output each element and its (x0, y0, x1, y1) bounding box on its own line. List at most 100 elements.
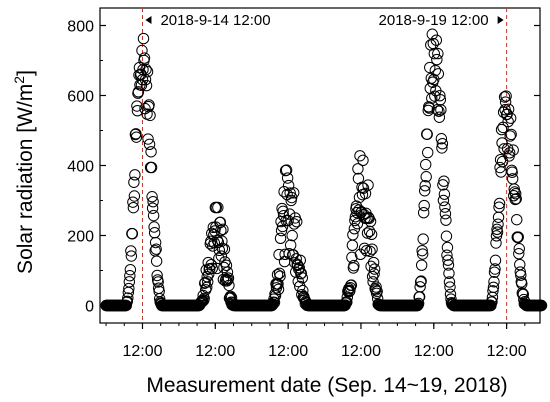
data-point-386 (295, 267, 307, 279)
data-point-525 (365, 228, 378, 241)
data-point-87 (144, 109, 156, 122)
data-point-778 (493, 197, 506, 210)
data-point-667 (437, 194, 450, 207)
data-point-79 (140, 63, 152, 76)
data-point-788 (498, 91, 511, 103)
data-point-91 (146, 191, 158, 203)
data-point-345 (274, 232, 287, 245)
data-point-801 (505, 128, 517, 141)
data-point-629 (418, 199, 430, 212)
data-point-676 (442, 254, 454, 266)
data-point-767 (488, 276, 500, 288)
data-point-71 (136, 44, 148, 57)
data-point-529 (367, 256, 380, 269)
data-point-56 (128, 190, 141, 202)
data-point-648 (428, 73, 440, 86)
data-point-498 (352, 163, 364, 175)
data-point-672 (440, 214, 452, 226)
data-point-490 (348, 259, 360, 272)
data-point-817 (513, 243, 525, 255)
data-point-359 (281, 172, 294, 184)
data-point-621 (414, 281, 426, 293)
data-point-215 (209, 225, 221, 237)
data-point-370 (287, 249, 299, 261)
data-point-64 (132, 86, 145, 98)
data-point-93 (147, 195, 159, 208)
data-point-342 (273, 248, 285, 261)
data-point-803 (506, 166, 518, 178)
data-point-515 (360, 244, 373, 257)
data-point-202 (202, 256, 214, 269)
data-point-653 (430, 34, 443, 46)
data-point-775 (492, 218, 504, 230)
data-point-98 (149, 236, 162, 249)
data-point-335 (269, 289, 282, 302)
data-point-384 (294, 254, 306, 266)
data-point-333 (268, 296, 281, 309)
data-point-101 (151, 269, 163, 282)
data-point-388 (296, 272, 308, 284)
data-point-800 (504, 112, 517, 124)
data-point-228 (215, 250, 228, 262)
data-point-513 (359, 187, 372, 200)
data-point-371 (288, 187, 300, 199)
data-point-372 (288, 218, 300, 230)
data-point-779 (494, 161, 506, 174)
data-point-42 (121, 295, 134, 307)
y-axis-title-main: Solar radiation [W/m (14, 84, 37, 274)
y-axis-title-close: ] (14, 70, 37, 76)
y-tick-label-4: 800 (67, 19, 94, 36)
data-point-793 (501, 108, 513, 120)
data-point-777 (493, 201, 505, 213)
data-point-657 (432, 68, 445, 80)
data-point-83 (142, 133, 154, 145)
data-point-234 (218, 243, 231, 255)
data-point-487 (346, 239, 359, 251)
data-point-59 (130, 128, 142, 140)
data-point-808 (509, 186, 521, 198)
x-tick-label-3: 12:00 (341, 343, 381, 360)
data-point-86 (143, 138, 156, 151)
data-point-769 (489, 263, 501, 275)
data-point-536 (371, 285, 383, 298)
data-point-496 (351, 206, 363, 219)
data-point-798 (503, 147, 516, 159)
data-point-55 (128, 176, 140, 188)
data-point-49 (125, 245, 137, 257)
data-point-522 (364, 245, 376, 258)
x-axis-title: Measurement date (Sep. 14~19, 2018) (146, 374, 507, 397)
y-axis-title: Solar radiation [W/m2] (11, 70, 37, 274)
data-point-633 (420, 171, 432, 183)
data-point-530 (368, 268, 380, 280)
annotation-arrow-1 (145, 16, 152, 24)
data-point-811 (510, 193, 522, 205)
data-point-339 (271, 268, 284, 281)
data-point-229 (216, 235, 228, 247)
data-point-341 (272, 283, 285, 296)
data-point-658 (433, 105, 445, 117)
data-point-679 (443, 276, 456, 288)
data-point-223 (213, 252, 225, 265)
data-point-511 (358, 242, 371, 255)
data-point-669 (438, 188, 451, 200)
data-point-771 (490, 237, 502, 249)
data-point-805 (507, 144, 519, 156)
data-point-795 (502, 115, 514, 128)
data-point-770 (489, 254, 502, 267)
data-point-66 (133, 61, 146, 74)
data-point-534 (370, 281, 382, 293)
data-points (100, 28, 548, 312)
data-point-664 (436, 142, 448, 154)
annotation-text-2: 2018-9-19 12:00 (379, 12, 489, 29)
annotations: 2018-9-14 12:00 2018-9-19 12:00 (145, 12, 504, 29)
data-point-476 (341, 296, 353, 308)
data-point-508 (357, 154, 369, 166)
data-point-815 (512, 231, 524, 243)
data-point-88 (144, 161, 157, 174)
data-point-796 (502, 103, 515, 116)
data-point-231 (217, 223, 229, 236)
data-point-43 (122, 292, 134, 304)
data-point-656 (432, 47, 444, 60)
data-point-54 (127, 201, 140, 214)
